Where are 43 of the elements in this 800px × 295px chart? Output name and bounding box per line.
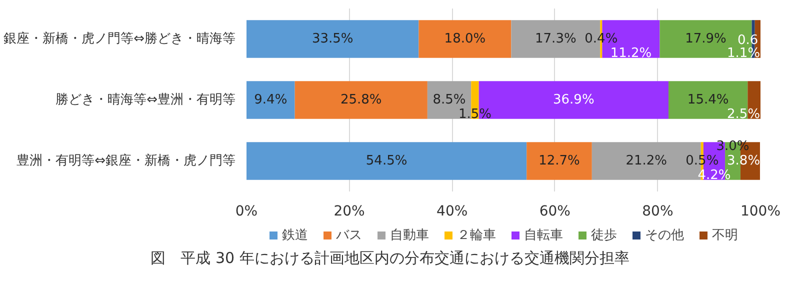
- data-label: 21.2%: [626, 154, 668, 168]
- bar: [246, 20, 419, 58]
- y-tick-label: 勝どき・晴海等⇔豊洲・有明等: [56, 92, 236, 108]
- x-tick-label: 60%: [539, 204, 570, 220]
- legend-label: 鉄道: [282, 227, 308, 244]
- x-tick-label: 100%: [740, 204, 781, 220]
- x-tick-label: 20%: [334, 204, 365, 220]
- data-label: 11.2%: [610, 46, 652, 62]
- data-label: 36.9%: [553, 92, 594, 108]
- y-tick-label: 銀座・新橋・虎ノ門等⇔勝どき・晴海等: [4, 30, 236, 46]
- data-label: 12.7%: [538, 154, 580, 168]
- legend-label: バス: [336, 227, 362, 244]
- data-label: 8.5%: [432, 92, 466, 108]
- x-tick-label: 80%: [642, 204, 674, 220]
- legend-label: ２輪車: [457, 227, 496, 244]
- data-label: 18.0%: [444, 32, 486, 46]
- y-tick-label: 豊洲・有明等⇔銀座・新橋・虎ノ門等: [16, 152, 236, 168]
- data-label: 1.5%: [458, 107, 492, 122]
- x-tick-label: 0%: [235, 204, 258, 220]
- data-label: 33.5%: [312, 32, 354, 46]
- legend-label: 自動車: [390, 227, 429, 244]
- legend-label: 自転車: [524, 227, 563, 244]
- bar: [246, 81, 295, 119]
- bar: [246, 142, 527, 180]
- text: 図 平成 30 年における計画地区内の分布交通における交通機関分担率: [150, 248, 630, 269]
- data-label: 3.0%: [716, 138, 750, 154]
- data-label: 9.4%: [254, 92, 288, 108]
- legend-label: 不明: [712, 227, 738, 244]
- data-label: 15.4%: [687, 92, 729, 108]
- bar: [294, 81, 428, 119]
- data-label: 0.4%: [584, 32, 618, 46]
- data-label: 54.5%: [366, 154, 408, 168]
- data-label: 0.5%: [686, 154, 719, 168]
- legend-label: その他: [645, 227, 684, 244]
- x-tick-label: 40%: [436, 204, 468, 220]
- legend-label: 徒歩: [591, 227, 617, 244]
- data-label: 25.8%: [340, 92, 382, 108]
- data-label: 2.5%: [727, 107, 760, 122]
- data-label: 17.3%: [535, 32, 576, 46]
- data-label: 3.8%: [727, 154, 760, 168]
- bar: [418, 20, 512, 58]
- data-label: 17.9%: [685, 32, 726, 46]
- bar: [526, 142, 592, 180]
